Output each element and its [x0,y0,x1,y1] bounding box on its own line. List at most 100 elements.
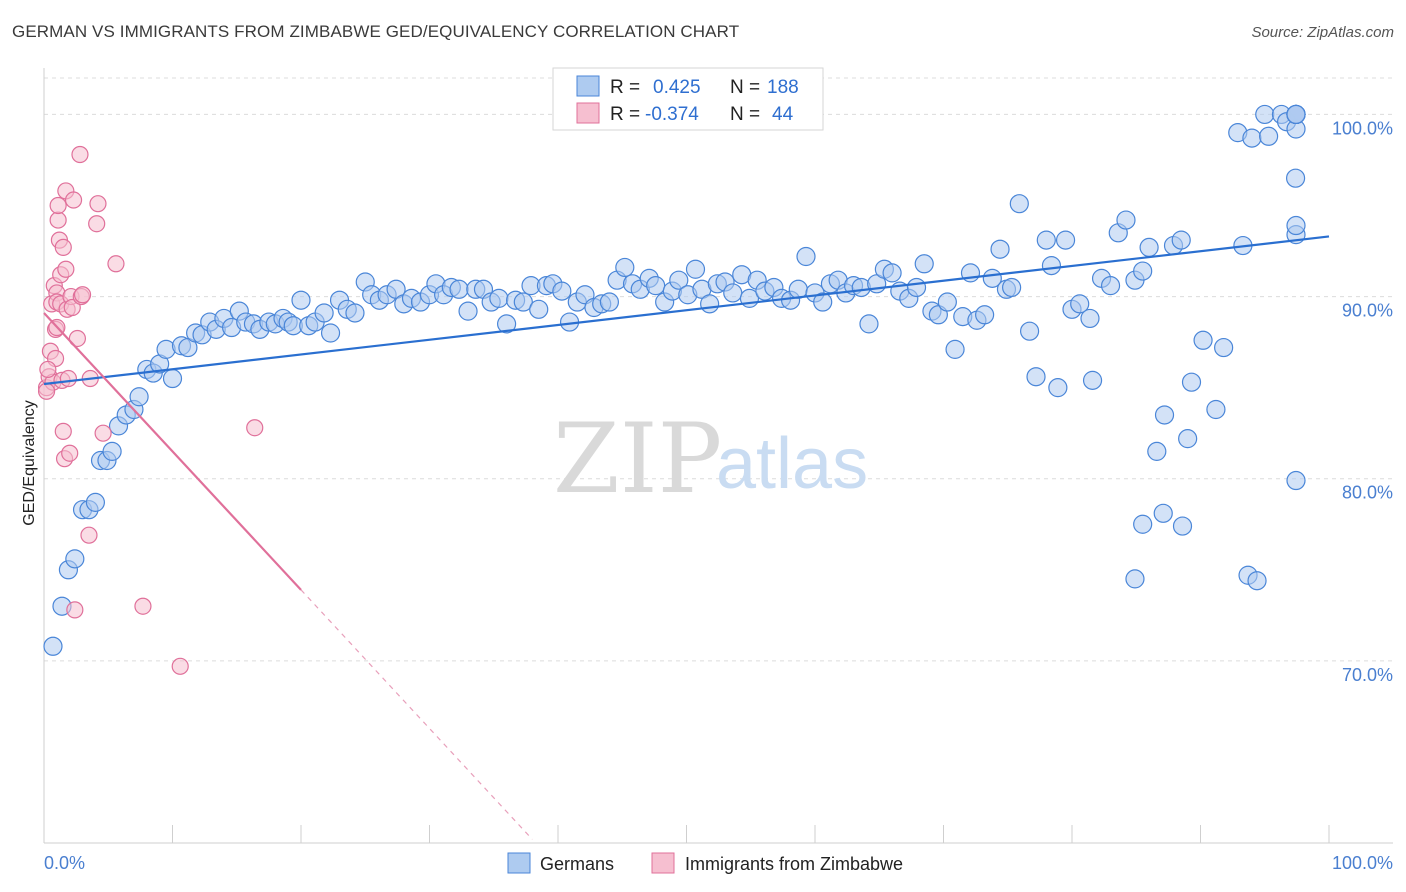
germans-point-176 [1153,503,1173,523]
germans-point-102 [813,292,833,312]
axes [43,68,1393,844]
zimbabwe-point-27 [68,329,87,348]
legend-swatch-zimbabwe [576,102,600,124]
germans-point-132 [1041,256,1062,276]
x-tick-label-max: 100.0% [1332,853,1393,873]
zimbabwe-point-43 [57,260,75,278]
germans-point-162 [1285,168,1306,188]
zimbabwe-point-28 [71,145,89,164]
legend-bottom: Germans Immigrants from Zimbabwe [507,852,903,874]
germans-point-111 [882,263,902,283]
germans-point-39 [314,303,334,323]
legend-bottom-swatch-germans [507,852,531,874]
germans-point-43 [345,303,365,323]
zimbabwe-point-11 [49,196,67,215]
y-tick-label-100: 100.0% [1332,118,1393,138]
zimbabwe-point-40 [37,382,56,400]
source-credit: Source: ZipAtlas.com [1251,24,1394,41]
zimbabwe-point-17 [54,238,72,256]
legend-swatch-germans [576,75,600,97]
zimbabwe-point-36 [107,255,125,273]
y-axis-title: GED/Equivalency [21,400,38,525]
germans-point-133 [1048,378,1068,398]
zimbabwe-point-21 [59,369,78,388]
y-tick-labels: 70.0% 80.0% 90.0% 100.0% [1332,118,1393,684]
germans-point-88 [700,294,720,314]
trend-lines [43,235,1330,840]
zimbabwe-point-22 [61,444,79,462]
legend-n-value-zimbabwe: 44 [772,104,794,125]
legend-n-label-germans: N = [730,77,760,98]
germans-point-131 [1036,230,1056,250]
germans-point-152 [1193,330,1213,350]
germans-point-108 [859,314,879,334]
germans-point-128 [1009,194,1029,214]
zimbabwe-point-41 [39,360,57,379]
legend-r-value-zimbabwe: -0.374 [645,104,699,125]
germans-point-136 [1070,294,1090,314]
series-germans-points [43,104,1306,656]
germans-point-118 [937,292,957,312]
legend-r-label-zimbabwe: R = [610,104,640,125]
germans-point-0 [43,636,63,656]
germans-point-134 [1055,230,1076,250]
germans-point-69 [552,281,572,301]
germans-point-91 [723,283,743,303]
zimbabwe-point-35 [94,424,112,442]
germans-point-153 [1206,399,1226,420]
germans-point-158 [1255,104,1275,125]
germans-point-150 [1181,372,1202,392]
germans-point-129 [1019,321,1040,341]
germans-point-179 [1125,569,1145,589]
trend-line-zimbabwe [43,312,302,591]
germans-point-146 [1147,441,1167,461]
germans-point-175 [1286,215,1306,236]
zimbabwe-point-38 [171,657,189,675]
zimbabwe-point-34 [89,195,107,213]
legend-bottom-label-zimbabwe: Immigrants from Zimbabwe [685,854,903,874]
germans-point-144 [1133,261,1153,281]
germans-point-62 [497,314,517,334]
germans-point-174 [1286,470,1306,491]
legend-r-label-germans: R = [610,77,640,98]
germans-point-77 [615,257,635,278]
zimbabwe-point-10 [49,211,67,229]
germans-point-115 [914,254,934,274]
zimbabwe-point-31 [80,526,98,544]
germans-point-123 [975,305,995,325]
germans-point-86 [685,259,706,279]
y-tick-label-90: 90.0% [1342,301,1393,321]
germans-point-140 [1100,276,1121,296]
germans-point-81 [646,276,666,296]
legend-r-value-germans: 0.425 [653,77,701,98]
germans-point-75 [599,292,620,312]
germans-point-157 [1242,128,1262,148]
trend-line-zimbabwe-extension [300,589,533,840]
x-tick-label-min: 0.0% [44,853,85,873]
watermark-zip: ZIP [553,403,722,515]
zimbabwe-point-26 [66,601,84,619]
zimbabwe-point-33 [88,215,106,233]
series-zimbabwe-points [37,145,264,675]
germans-point-56 [449,279,469,299]
zimbabwe-point-37 [134,597,152,615]
chart-title: GERMAN VS IMMIGRANTS FROM ZIMBABWE GED/E… [12,22,740,41]
zimbabwe-point-30 [73,286,92,304]
germans-point-119 [945,339,965,359]
germans-point-178 [1133,514,1153,534]
germans-point-40 [320,323,341,343]
legend-top: R = 0.425 N = 188 R = -0.374 N = 44 [552,67,824,131]
germans-point-137 [1080,308,1100,329]
trend-line-germans [43,235,1330,386]
germans-point-66 [529,299,549,319]
legend-n-value-germans: 188 [767,77,799,98]
germans-point-9 [102,441,122,461]
y-tick-label-70: 70.0% [1342,665,1393,685]
germans-point-147 [1154,405,1175,425]
germans-point-138 [1082,370,1103,390]
germans-point-154 [1214,337,1234,358]
zimbabwe-point-39 [246,419,264,437]
germans-point-125 [990,239,1010,259]
germans-point-6 [85,492,106,512]
